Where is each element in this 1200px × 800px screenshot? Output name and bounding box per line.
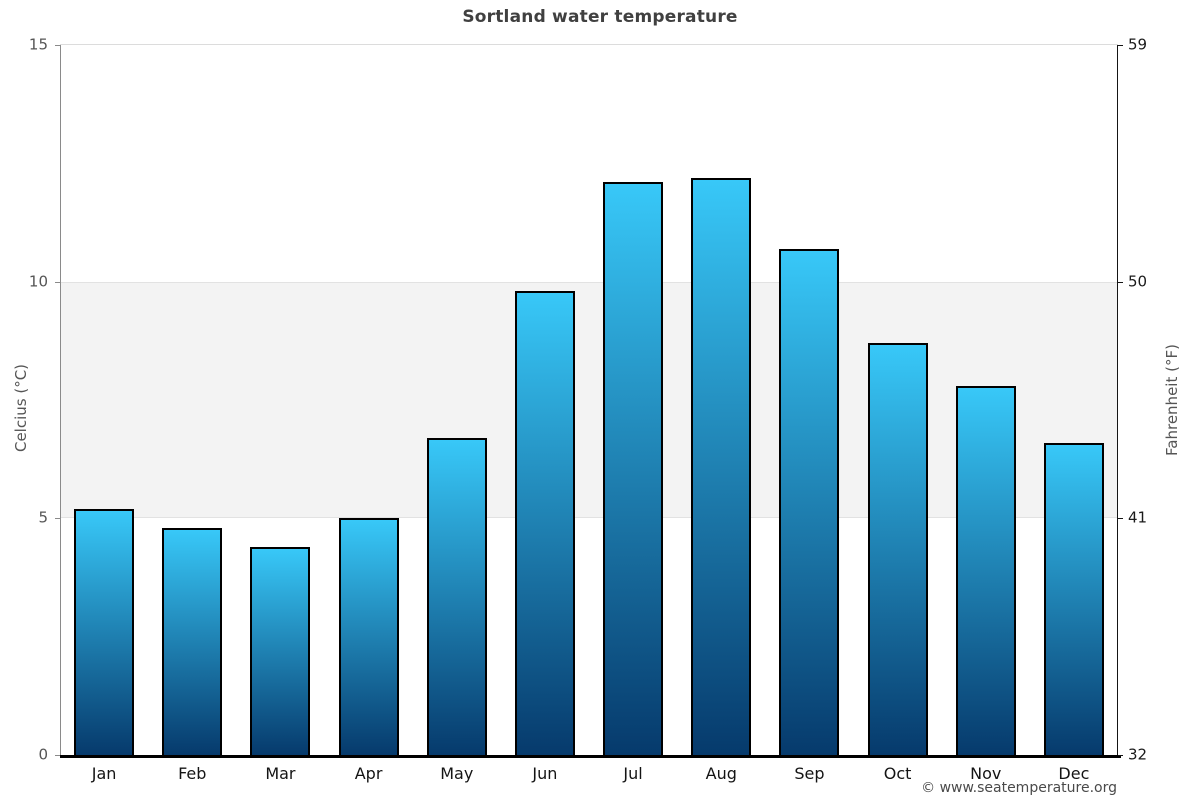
chart-title: Sortland water temperature bbox=[462, 7, 738, 27]
x-tick-label-jan: Jan bbox=[91, 764, 117, 783]
bar-aug bbox=[691, 177, 752, 755]
right-axis-line bbox=[1117, 45, 1118, 755]
y-tick-celsius-15: 15 bbox=[28, 35, 48, 54]
y-axis-label-celsius: Celcius (°C) bbox=[12, 363, 30, 453]
y-tick-mark-right bbox=[1118, 281, 1123, 283]
bar-sep bbox=[779, 248, 840, 755]
bar-dec bbox=[1043, 442, 1104, 755]
x-tick-label-apr: Apr bbox=[354, 764, 383, 783]
y-tick-mark-left bbox=[55, 518, 60, 520]
y-tick-mark-left bbox=[55, 45, 60, 46]
x-tick-label-feb: Feb bbox=[178, 764, 207, 783]
bar-feb bbox=[162, 527, 223, 755]
x-tick-label-jun: Jun bbox=[532, 764, 558, 783]
left-axis-line bbox=[60, 45, 61, 755]
bar-jan bbox=[74, 508, 135, 755]
y-tick-mark-left bbox=[55, 281, 60, 283]
y-axis-label-fahrenheit: Fahrenheit (°F) bbox=[1163, 344, 1181, 456]
y-tick-mark-right bbox=[1118, 518, 1123, 520]
plot-area: 0 5 10 15 32 41 50 59 Jan Feb Mar Apr May Jun Jul Aug… bbox=[29, 37, 1147, 783]
bar-jun bbox=[514, 291, 575, 755]
y-tick-fahrenheit-32: 32 bbox=[1128, 745, 1148, 764]
y-tick-fahrenheit-41: 41 bbox=[1128, 508, 1148, 527]
x-tick-label-mar: Mar bbox=[265, 764, 296, 783]
background-band-5-10 bbox=[60, 281, 1118, 519]
x-tick-label-jul: Jul bbox=[623, 764, 643, 783]
x-tick-label-dec: Dec bbox=[1058, 764, 1090, 783]
x-tick-label-sep: Sep bbox=[794, 764, 825, 783]
y-tick-mark-right bbox=[1118, 755, 1123, 756]
copyright-text: © www.seatemperature.org bbox=[921, 780, 1117, 796]
x-tick-label-oct: Oct bbox=[883, 764, 912, 783]
y-tick-fahrenheit-59: 59 bbox=[1128, 35, 1148, 54]
bar-may bbox=[426, 437, 487, 755]
y-tick-mark-left bbox=[55, 755, 60, 756]
y-tick-fahrenheit-50: 50 bbox=[1128, 272, 1148, 291]
bar-nov bbox=[955, 385, 1016, 755]
bar-mar bbox=[250, 546, 311, 755]
y-tick-celsius-5: 5 bbox=[38, 508, 48, 527]
x-tick-label-may: May bbox=[440, 764, 474, 783]
bar-jul bbox=[603, 182, 664, 755]
y-tick-celsius-10: 10 bbox=[28, 272, 48, 291]
bar-oct bbox=[867, 343, 928, 755]
y-tick-celsius-0: 0 bbox=[38, 745, 48, 764]
x-tick-label-nov: Nov bbox=[970, 764, 1002, 783]
x-tick-label-aug: Aug bbox=[705, 764, 737, 783]
bar-apr bbox=[338, 518, 399, 755]
x-axis-line bbox=[60, 755, 1121, 758]
y-tick-mark-right bbox=[1118, 45, 1123, 46]
